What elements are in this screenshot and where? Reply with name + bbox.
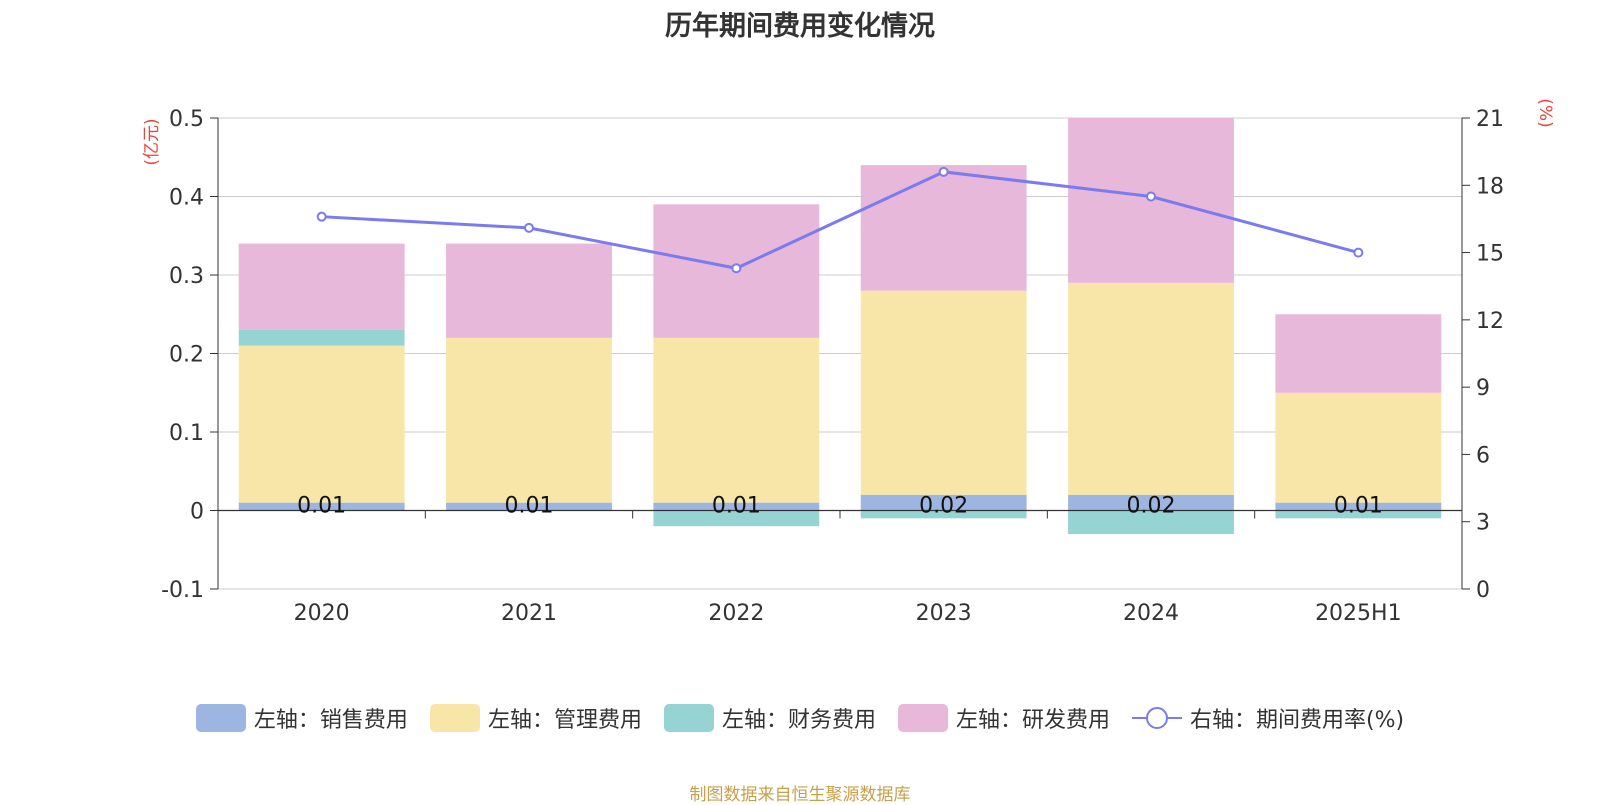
legend-swatch [663,704,714,732]
right-axis-tick-label: 12 [1476,309,1504,334]
legend-swatch [897,704,948,732]
legend-item: 左轴：研发费用 [897,702,1110,734]
legend-label: 左轴：研发费用 [955,708,1110,733]
bar-segment [446,502,612,511]
right-axis-tick-label: 6 [1476,443,1490,468]
left-axis-tick-label: 0 [190,500,204,525]
bar-data-label: 0.02 [919,494,968,519]
bar-segment [1275,392,1442,503]
right-axis-tick-label: 21 [1476,107,1504,132]
bar-segment [238,345,405,503]
legend-item: 左轴：管理费用 [429,702,642,734]
line-series-path [321,170,1359,270]
bar-segment [1068,494,1234,511]
legend-label: 左轴：销售费用 [253,708,408,733]
left-axis-unit-label: (亿元) [142,118,162,165]
bar-segment [1068,282,1234,495]
bar-segment [1275,502,1442,511]
line-point [1353,247,1364,258]
left-axis-tick-label: 0.4 [169,186,204,211]
bar-segment [1068,510,1234,535]
legend-label: 左轴：管理费用 [487,708,642,733]
bar-data-label: 0.02 [1127,494,1176,519]
legend-swatch [195,704,246,732]
right-axis-tick-label: 15 [1476,242,1504,267]
x-axis-tick-label: 2024 [1123,601,1179,626]
legend-swatch [429,704,480,732]
line-point [316,211,327,222]
legend-label: 右轴：期间费用率(%) [1189,708,1405,733]
bar-data-label: 0.01 [1334,494,1383,519]
line-point [731,263,742,274]
bar-segment [653,510,820,527]
left-axis-tick-label: 0.3 [169,264,204,289]
chart-title: 历年期间费用变化情况 [665,11,935,42]
bar-segment [653,502,820,511]
bar-segment [860,494,1027,511]
line-point [1146,191,1156,202]
legend-item: 右轴：期间费用率(%) [1131,702,1405,734]
legend-label: 左轴：财务费用 [721,708,876,733]
bar-segment [446,243,612,338]
bar-segment [1275,314,1442,393]
right-axis-tick-label: 18 [1476,174,1504,199]
bar-segment [860,510,1027,519]
legend-item: 左轴：财务费用 [663,702,876,734]
right-axis-tick-label: 3 [1476,511,1490,536]
right-axis-unit-label: (%) [1535,98,1555,127]
bar-segment [860,165,1027,291]
bar-segment [446,337,612,503]
bar-segment [653,337,820,503]
bar-data-label: 0.01 [505,494,554,519]
right-axis-tick-label: 9 [1476,376,1490,401]
left-axis-tick-label: 0.5 [169,107,204,132]
right-axis-tick-label: 0 [1476,578,1490,603]
bar-segment [238,329,405,346]
left-axis-tick-label: -0.1 [161,578,204,603]
bar-segment [238,502,405,511]
bar-segment [1275,510,1442,519]
bar-data-label: 0.01 [712,494,761,519]
x-axis-tick-label: 2023 [916,601,972,626]
legend-line-marker [1131,707,1182,729]
bar-segment [238,243,405,330]
data-source-note: 制图数据来自恒生聚源数据库 [689,785,911,805]
legend: 左轴：销售费用 左轴：管理费用 左轴：财务费用 左轴：研发费用 右轴：期间费用率(%) [0,702,1600,734]
x-axis-tick-label: 2022 [708,601,764,626]
bar-data-label: 0.01 [297,494,346,519]
bar-segment [860,290,1027,495]
line-point [938,166,949,177]
left-axis-tick-label: 0.1 [169,421,204,446]
x-axis-tick-label: 2021 [501,601,557,626]
line-point [524,222,534,233]
x-axis-tick-label: 2025H1 [1315,601,1402,626]
legend-item: 左轴：销售费用 [195,702,408,734]
x-axis-tick-label: 2020 [294,601,350,626]
left-axis-tick-label: 0.2 [169,343,204,368]
